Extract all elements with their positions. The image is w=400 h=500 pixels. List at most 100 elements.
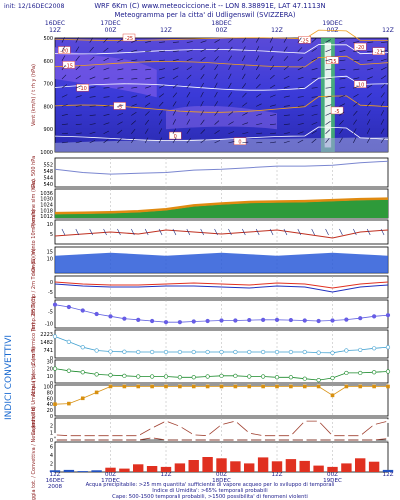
precipitable-water-point <box>358 370 363 376</box>
title-line-2: Meteogramma per la citta' di Udligenswil… <box>115 11 296 19</box>
temp-850-point <box>233 318 238 323</box>
temp-850-point <box>247 317 252 323</box>
wind-vector <box>269 46 274 52</box>
y-tick-label: 0 <box>50 414 53 420</box>
y-tick-label: 80 <box>47 390 53 396</box>
wind-vector <box>158 68 165 71</box>
wind-vector <box>367 59 374 62</box>
y-tick-label: 548 <box>43 169 53 175</box>
wind-vector <box>200 91 204 98</box>
wind-vector <box>75 37 79 43</box>
freezing-level-point <box>358 347 363 353</box>
wind-vector <box>242 132 249 135</box>
wind-vector <box>339 137 343 144</box>
wind-vector <box>75 46 80 52</box>
wind-vector <box>283 140 290 144</box>
wind-vector <box>242 102 248 107</box>
precipitation-bar <box>146 466 158 472</box>
temp-850-point <box>52 302 58 307</box>
wind-vector <box>269 94 276 98</box>
wind-vector <box>144 128 149 134</box>
cape-point <box>80 438 85 442</box>
isotherm-label-box <box>122 33 136 42</box>
wind-barb <box>283 228 288 236</box>
wind-vector <box>366 93 372 98</box>
wind-vector <box>269 65 275 71</box>
wind-vector <box>117 96 124 98</box>
wind-vector <box>200 40 207 43</box>
wave-area <box>55 252 388 273</box>
y-tick-label: 15 <box>47 249 53 255</box>
wind-vector <box>256 142 263 144</box>
humidity-index-point <box>275 384 279 389</box>
precipitation-bar <box>77 471 88 472</box>
humidity-index-point <box>372 384 376 389</box>
freezing-level-point <box>122 349 127 354</box>
wind-vector <box>255 83 261 89</box>
wind-vector <box>367 84 373 89</box>
wind-barb <box>75 228 80 236</box>
geopotential-ylabel: Geo. 500 hPa <box>31 156 37 189</box>
temp-850-point <box>302 318 307 323</box>
wind-vector <box>144 137 149 144</box>
wind-vector <box>214 47 220 52</box>
wind-vector <box>283 132 290 135</box>
wind-vector <box>61 55 66 61</box>
y-tick-label: 5 <box>50 232 53 238</box>
cape-point <box>122 438 127 442</box>
humidity-index-point <box>247 384 252 389</box>
humidity-index-point <box>386 384 390 389</box>
wind-vector <box>103 87 110 89</box>
isotherm-label: -15 <box>65 63 73 69</box>
humidity-index-point <box>289 384 293 389</box>
temp-850-point <box>205 318 210 324</box>
wind-vector <box>380 75 387 80</box>
precipitation-bar <box>382 469 394 472</box>
freezing-level-point <box>247 349 252 355</box>
isotherm-label-box <box>330 106 344 115</box>
wind-barb <box>297 228 302 236</box>
precipitable-water-point <box>219 373 224 378</box>
wind-vector <box>380 128 385 134</box>
wind-vector <box>380 101 385 107</box>
lifted-index-point <box>164 419 168 423</box>
wind-vector <box>325 39 331 43</box>
wind-barb <box>131 228 135 236</box>
freezing-level-point <box>177 349 182 355</box>
precipitable-water-point <box>94 372 99 377</box>
cape-point <box>316 438 321 442</box>
y-tick-label: 10 <box>47 257 53 263</box>
footer-line-3: Cape: 500-1500 temporali probabili, >150… <box>112 494 308 500</box>
wind-vector <box>311 58 318 62</box>
wind-vector <box>158 128 163 134</box>
wind-vector <box>103 37 108 43</box>
isotherm-label: -5 <box>117 104 122 110</box>
wind-vector <box>339 128 344 134</box>
wind-vector <box>103 47 109 52</box>
geopotential-series-line <box>54 160 389 175</box>
y-tick-label: 1482 <box>40 340 53 346</box>
wind-vector <box>159 50 166 52</box>
temp-850-point <box>274 317 280 322</box>
precipitable-water-point <box>385 369 391 374</box>
cape-point <box>219 438 224 442</box>
isotherm-line <box>54 95 389 113</box>
wind-vector <box>242 55 246 61</box>
wind-vector <box>131 128 136 134</box>
wind-vector <box>103 96 110 98</box>
wind-vector <box>89 56 95 62</box>
wind-vector <box>366 119 371 125</box>
wind-vector <box>297 47 303 52</box>
y-tick-label: 2223 <box>40 332 53 338</box>
wind-vector <box>186 92 191 98</box>
freezing-level-ylabel: Zero Termico (m) <box>31 323 37 366</box>
wind-barb <box>158 228 163 236</box>
wind-vector <box>75 105 82 107</box>
freezing-level-point <box>136 349 141 355</box>
wind-vector <box>158 93 164 98</box>
precipitation-bar <box>257 457 269 472</box>
wind-vector <box>353 119 357 125</box>
humidity-index-point <box>150 384 154 389</box>
wind-vector <box>255 74 261 80</box>
